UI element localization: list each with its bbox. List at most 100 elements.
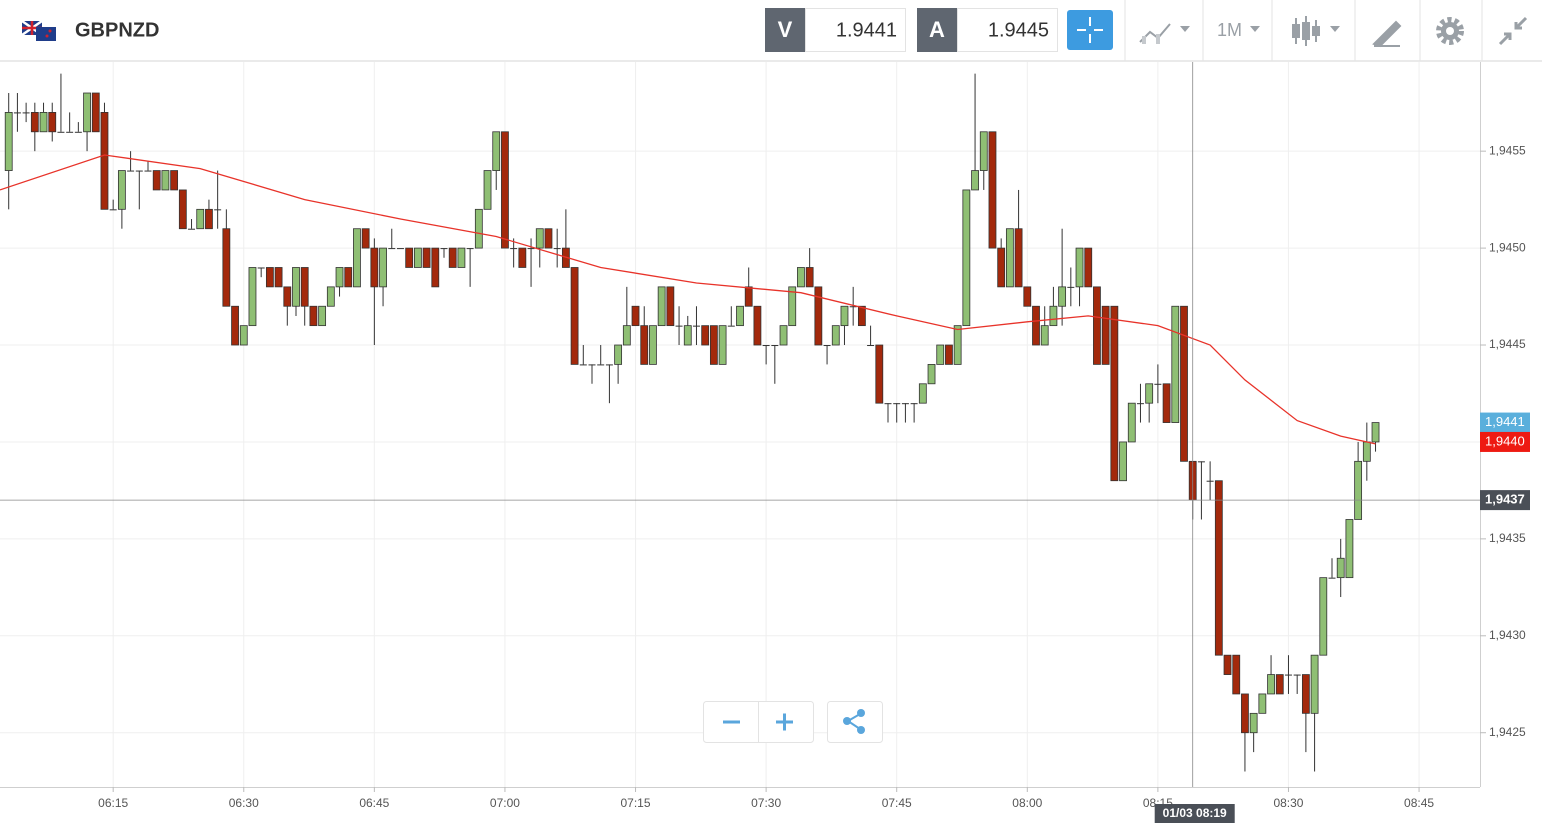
candle-body — [100, 112, 109, 210]
candle-body — [893, 403, 901, 405]
candle — [857, 305, 866, 327]
candle-body — [13, 112, 21, 114]
candle — [936, 344, 945, 365]
bid-button[interactable] — [765, 8, 805, 52]
candle — [248, 267, 257, 327]
candle — [300, 267, 309, 326]
candle — [309, 305, 318, 327]
candle-body — [657, 286, 666, 327]
candle-body — [683, 325, 692, 346]
candle — [1005, 228, 1014, 288]
timeframe-button[interactable]: 1M — [1217, 20, 1260, 40]
candle — [205, 199, 213, 230]
candle-body — [1293, 674, 1301, 676]
candle — [1301, 674, 1310, 753]
candle-body — [666, 286, 675, 327]
candle-body — [1345, 519, 1354, 579]
x-tick-label: 07:15 — [621, 796, 651, 810]
candle — [170, 170, 179, 191]
candle-body — [788, 286, 797, 327]
flag-nz — [36, 27, 56, 41]
zoom-in-button[interactable] — [776, 713, 793, 731]
x-tick-label: 06:15 — [98, 796, 128, 810]
candle — [1310, 654, 1319, 772]
candle-body — [1101, 305, 1110, 365]
candle — [1345, 519, 1354, 579]
candle — [666, 286, 675, 327]
candle — [440, 248, 448, 258]
crosshair-button[interactable] — [1067, 10, 1113, 50]
candle — [257, 267, 265, 278]
candle — [971, 73, 979, 191]
share-button[interactable] — [843, 709, 865, 734]
candle-body — [335, 267, 344, 288]
candle — [744, 267, 753, 307]
candle-body — [1206, 480, 1214, 482]
ask-button[interactable] — [917, 8, 957, 52]
candle-body — [831, 325, 840, 346]
candle-body — [344, 267, 353, 288]
candle — [544, 228, 553, 249]
line-icon-bar — [1156, 34, 1160, 44]
candle-body — [474, 208, 483, 249]
candle — [48, 102, 57, 142]
candle-body — [727, 325, 735, 327]
ask-price: 1.9445 — [988, 19, 1049, 41]
candle-body — [1058, 286, 1067, 307]
candle — [214, 170, 222, 229]
candle — [605, 364, 613, 404]
candle — [379, 247, 387, 307]
candle — [614, 344, 623, 384]
candle-body — [1049, 305, 1058, 327]
candle-body — [205, 208, 213, 230]
chart-type-button[interactable] — [1139, 23, 1190, 44]
candle-body — [1267, 674, 1275, 695]
line-icon-bar — [1142, 36, 1146, 44]
candle — [1275, 674, 1284, 695]
candle-body — [178, 189, 187, 230]
candle — [335, 267, 344, 297]
candle-body — [361, 228, 370, 249]
candle-body — [1328, 577, 1336, 579]
candle-body — [614, 344, 623, 365]
drawing-tool-button[interactable] — [1372, 20, 1402, 48]
candle — [727, 306, 735, 327]
candle — [1101, 305, 1110, 365]
candle — [91, 92, 100, 133]
candle — [1371, 422, 1380, 452]
gear-teeth — [1436, 17, 1464, 45]
y-tick-label: 1,9455 — [1489, 143, 1526, 157]
candle-body — [753, 305, 762, 346]
candle-body — [805, 267, 814, 288]
candle-body — [901, 403, 909, 405]
collapse-button[interactable] — [1498, 16, 1528, 46]
candle-body — [1084, 247, 1093, 288]
candle — [353, 228, 361, 288]
candle-type-button[interactable] — [1292, 16, 1340, 46]
candle-body — [971, 170, 979, 191]
candle-body — [1171, 305, 1180, 423]
candle — [535, 228, 544, 268]
candle — [39, 102, 48, 133]
candle — [292, 267, 300, 316]
candle-body — [422, 247, 431, 268]
candle — [579, 345, 587, 366]
candle-body — [388, 248, 396, 250]
toolbar: GBPNZD V 1.9441 A 1.9445 1M — [0, 0, 1542, 62]
x-tick-label: 06:45 — [359, 796, 389, 810]
candle-body — [370, 247, 379, 288]
candle-body — [283, 286, 292, 307]
candle-body — [214, 209, 222, 211]
candle — [274, 267, 283, 288]
candle — [588, 364, 596, 384]
candle-body — [953, 325, 962, 365]
settings-button[interactable] — [1436, 17, 1464, 45]
candle — [1023, 286, 1032, 307]
candle — [370, 238, 379, 346]
candle — [518, 247, 527, 268]
candle — [553, 228, 561, 268]
candle — [1014, 189, 1023, 288]
candle-body — [1354, 460, 1363, 520]
candle — [1040, 306, 1049, 346]
candle — [1075, 247, 1084, 307]
